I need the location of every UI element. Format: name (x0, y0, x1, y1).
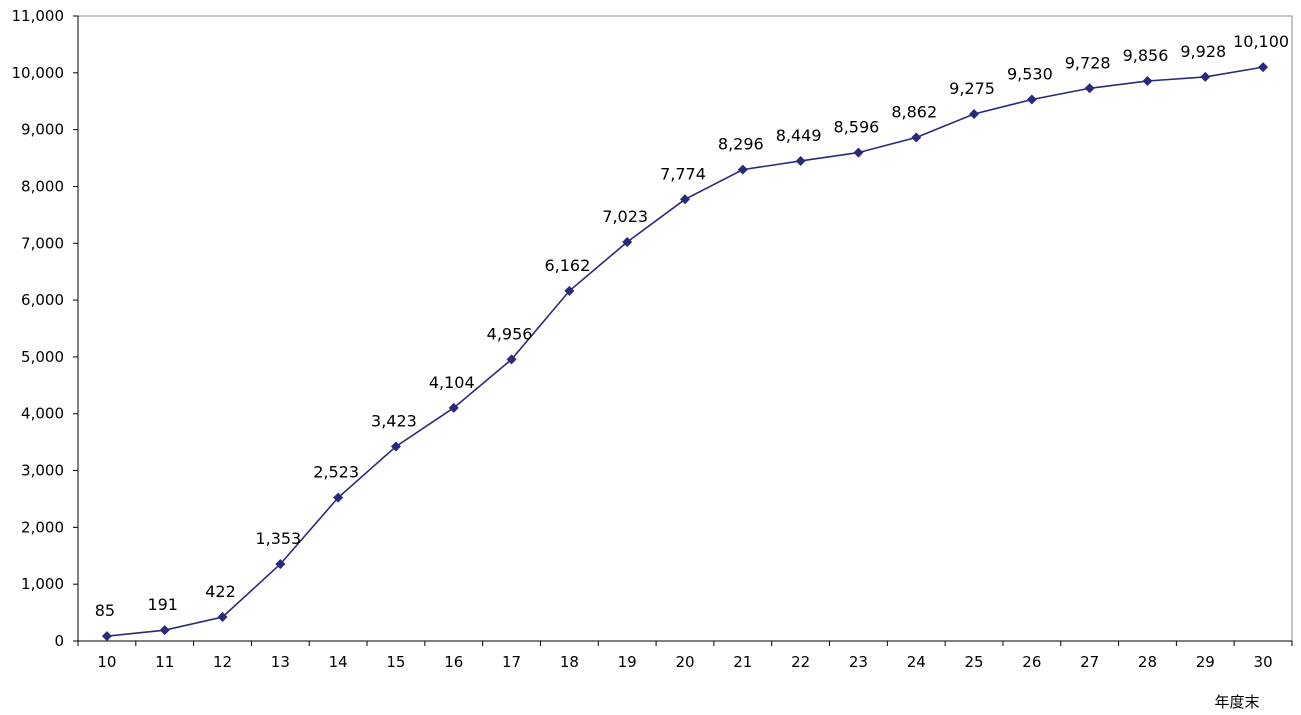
y-tick-label: 3,000 (21, 462, 64, 480)
data-value-label: 191 (147, 595, 178, 614)
data-value-label: 9,530 (1007, 65, 1053, 84)
data-point-marker (333, 492, 344, 503)
x-tick-label: 27 (1080, 653, 1099, 671)
data-value-label: 3,423 (371, 412, 417, 431)
data-point-marker (159, 625, 170, 636)
x-tick-label: 19 (618, 653, 637, 671)
y-tick-label: 10,000 (12, 64, 65, 82)
data-point-marker (564, 285, 575, 296)
data-labels-group: 85 191 422 1,353 2,523 3,423 4,104 4,956 6,162 7,… (95, 32, 1289, 620)
x-tick-label: 14 (329, 653, 348, 671)
data-value-label: 9,728 (1065, 53, 1111, 72)
y-tick-label: 9,000 (21, 121, 64, 139)
data-point-marker (853, 147, 864, 158)
series-line (106, 66, 1264, 637)
y-tick-label: 7,000 (21, 234, 64, 252)
x-tick-label: 21 (733, 653, 752, 671)
data-point-marker (969, 109, 980, 120)
x-tick-label: 23 (849, 653, 868, 671)
data-value-label: 7,774 (660, 164, 706, 183)
data-value-label: 422 (205, 582, 236, 601)
data-value-label: 9,856 (1123, 46, 1169, 65)
data-point-marker (737, 164, 748, 175)
x-tick-label: 26 (1022, 653, 1041, 671)
data-point-marker (622, 236, 633, 247)
data-value-label: 4,956 (487, 324, 533, 343)
data-point-marker (101, 631, 112, 642)
axes-group (77, 15, 1293, 642)
data-point-marker (1200, 71, 1211, 82)
x-tick-label: 16 (444, 653, 463, 671)
data-value-label: 1,353 (255, 529, 301, 548)
ticks-group: 0 1,000 2,000 3,000 4,000 5,000 6,000 7,000 8,00… (12, 7, 1293, 671)
x-tick-label: 11 (155, 653, 174, 671)
x-tick-label: 24 (907, 653, 926, 671)
data-value-label: 85 (95, 601, 115, 620)
x-tick-label: 30 (1254, 653, 1273, 671)
x-tick-label: 17 (502, 653, 521, 671)
x-tick-label: 20 (675, 653, 694, 671)
data-point-marker (390, 441, 401, 452)
y-tick-label: 5,000 (21, 348, 64, 366)
y-tick-label: 6,000 (21, 291, 64, 309)
data-point-marker (217, 612, 228, 623)
x-tick-label: 15 (386, 653, 405, 671)
x-tick-label: 22 (791, 653, 810, 671)
x-tick-label: 29 (1196, 653, 1215, 671)
data-value-label: 6,162 (544, 256, 590, 275)
x-tick-label: 12 (213, 653, 232, 671)
x-tick-label: 13 (271, 653, 290, 671)
x-tick-label: 18 (560, 653, 579, 671)
series-group (101, 62, 1269, 642)
data-point-marker (1258, 62, 1269, 73)
data-point-marker (1026, 94, 1037, 105)
x-tick-label: 28 (1138, 653, 1157, 671)
y-tick-label: 8,000 (21, 177, 64, 195)
data-value-label: 8,596 (834, 118, 880, 137)
y-tick-label: 0 (54, 632, 64, 650)
data-value-label: 8,449 (776, 126, 822, 145)
data-value-label: 2,523 (313, 463, 359, 482)
data-value-label: 10,100 (1233, 32, 1289, 51)
data-point-marker (680, 194, 690, 205)
data-value-label: 8,862 (891, 102, 937, 121)
data-point-marker (448, 402, 459, 413)
data-point-marker (1142, 76, 1153, 86)
x-tick-label: 10 (97, 653, 116, 671)
x-axis-title: 年度末 (1214, 693, 1259, 711)
data-value-label: 9,928 (1180, 42, 1226, 61)
data-value-label: 7,023 (602, 207, 648, 226)
data-point-marker (911, 132, 922, 143)
y-tick-label: 2,000 (21, 518, 64, 536)
data-value-label: 4,104 (429, 373, 475, 392)
y-tick-label: 4,000 (21, 405, 64, 423)
data-value-label: 8,296 (718, 135, 764, 154)
data-value-label: 9,275 (949, 79, 995, 98)
data-point-marker (1084, 83, 1095, 94)
data-point-marker (506, 354, 517, 365)
data-point-marker (275, 559, 286, 570)
y-tick-label: 11,000 (12, 7, 65, 25)
y-tick-label: 1,000 (21, 575, 64, 593)
data-point-marker (795, 155, 806, 166)
x-tick-label: 25 (965, 653, 984, 671)
